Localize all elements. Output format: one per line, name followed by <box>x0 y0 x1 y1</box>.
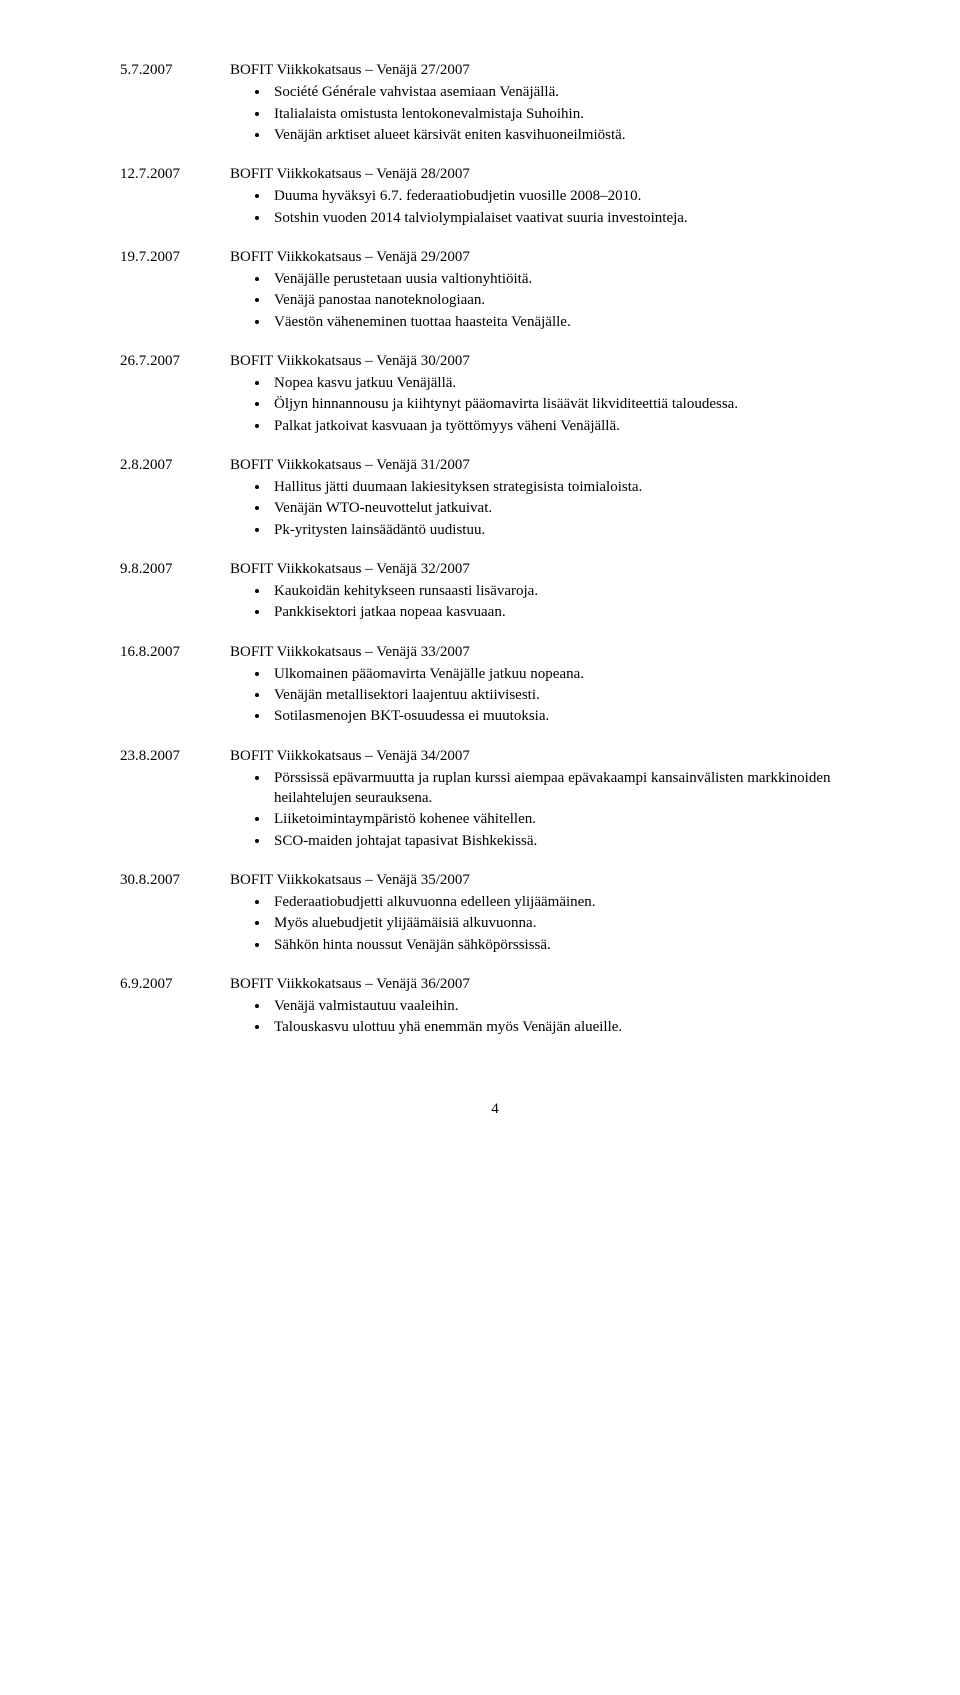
entry: 19.7.2007BOFIT Viikkokatsaus – Venäjä 29… <box>120 247 870 333</box>
entry-bullets: Pörssissä epävarmuutta ja ruplan kurssi … <box>230 768 870 851</box>
entry-title: BOFIT Viikkokatsaus – Venäjä 33/2007 <box>230 642 870 662</box>
entry: 30.8.2007BOFIT Viikkokatsaus – Venäjä 35… <box>120 870 870 956</box>
bullet-item: SCO-maiden johtajat tapasivat Bishkekiss… <box>270 831 870 851</box>
bullet-item: Société Générale vahvistaa asemiaan Venä… <box>270 82 870 102</box>
entry-content: BOFIT Viikkokatsaus – Venäjä 29/2007Venä… <box>230 247 870 333</box>
entry-title: BOFIT Viikkokatsaus – Venäjä 27/2007 <box>230 60 870 80</box>
bullet-item: Pankkisektori jatkaa nopeaa kasvuaan. <box>270 602 870 622</box>
bullet-item: Italialaista omistusta lentokonevalmista… <box>270 104 870 124</box>
entry-bullets: Nopea kasvu jatkuu Venäjällä.Öljyn hinna… <box>230 373 870 436</box>
bullet-item: Liiketoimintaympäristö kohenee vähitelle… <box>270 809 870 829</box>
entry-bullets: Hallitus jätti duumaan lakiesityksen str… <box>230 477 870 540</box>
entry: 12.7.2007BOFIT Viikkokatsaus – Venäjä 28… <box>120 164 870 229</box>
entry-title: BOFIT Viikkokatsaus – Venäjä 32/2007 <box>230 559 870 579</box>
bullet-item: Öljyn hinnannousu ja kiihtynyt pääomavir… <box>270 394 870 414</box>
entry-date: 26.7.2007 <box>120 351 230 437</box>
entries-list: 5.7.2007BOFIT Viikkokatsaus – Venäjä 27/… <box>120 60 870 1039</box>
entry-title: BOFIT Viikkokatsaus – Venäjä 29/2007 <box>230 247 870 267</box>
entry-title: BOFIT Viikkokatsaus – Venäjä 36/2007 <box>230 974 870 994</box>
entry-date: 5.7.2007 <box>120 60 230 146</box>
bullet-item: Palkat jatkoivat kasvuaan ja työttömyys … <box>270 416 870 436</box>
bullet-item: Duuma hyväksyi 6.7. federaatiobudjetin v… <box>270 186 870 206</box>
bullet-item: Venäjä panostaa nanoteknologiaan. <box>270 290 870 310</box>
entry-content: BOFIT Viikkokatsaus – Venäjä 35/2007Fede… <box>230 870 870 956</box>
bullet-item: Pörssissä epävarmuutta ja ruplan kurssi … <box>270 768 870 809</box>
entry-bullets: Duuma hyväksyi 6.7. federaatiobudjetin v… <box>230 186 870 228</box>
entry-date: 23.8.2007 <box>120 746 230 852</box>
bullet-item: Venäjä valmistautuu vaaleihin. <box>270 996 870 1016</box>
entry-bullets: Federaatiobudjetti alkuvuonna edelleen y… <box>230 892 870 955</box>
page-number: 4 <box>120 1099 870 1119</box>
bullet-item: Hallitus jätti duumaan lakiesityksen str… <box>270 477 870 497</box>
entry-date: 12.7.2007 <box>120 164 230 229</box>
entry: 9.8.2007BOFIT Viikkokatsaus – Venäjä 32/… <box>120 559 870 624</box>
entry-bullets: Société Générale vahvistaa asemiaan Venä… <box>230 82 870 145</box>
bullet-item: Venäjän WTO-neuvottelut jatkuivat. <box>270 498 870 518</box>
entry: 5.7.2007BOFIT Viikkokatsaus – Venäjä 27/… <box>120 60 870 146</box>
entry-bullets: Venäjä valmistautuu vaaleihin.Talouskasv… <box>230 996 870 1038</box>
bullet-item: Kaukoidän kehitykseen runsaasti lisävaro… <box>270 581 870 601</box>
entry-title: BOFIT Viikkokatsaus – Venäjä 31/2007 <box>230 455 870 475</box>
bullet-item: Venäjälle perustetaan uusia valtionyhtiö… <box>270 269 870 289</box>
bullet-item: Nopea kasvu jatkuu Venäjällä. <box>270 373 870 393</box>
bullet-item: Federaatiobudjetti alkuvuonna edelleen y… <box>270 892 870 912</box>
bullet-item: Talouskasvu ulottuu yhä enemmän myös Ven… <box>270 1017 870 1037</box>
entry: 16.8.2007BOFIT Viikkokatsaus – Venäjä 33… <box>120 642 870 728</box>
entry-date: 9.8.2007 <box>120 559 230 624</box>
entry-date: 6.9.2007 <box>120 974 230 1039</box>
bullet-item: Venäjän metallisektori laajentuu aktiivi… <box>270 685 870 705</box>
bullet-item: Ulkomainen pääomavirta Venäjälle jatkuu … <box>270 664 870 684</box>
entry-content: BOFIT Viikkokatsaus – Venäjä 32/2007Kauk… <box>230 559 870 624</box>
entry-title: BOFIT Viikkokatsaus – Venäjä 28/2007 <box>230 164 870 184</box>
entry-content: BOFIT Viikkokatsaus – Venäjä 36/2007Venä… <box>230 974 870 1039</box>
bullet-item: Pk-yritysten lainsäädäntö uudistuu. <box>270 520 870 540</box>
bullet-item: Sotshin vuoden 2014 talviolympialaiset v… <box>270 208 870 228</box>
entry-content: BOFIT Viikkokatsaus – Venäjä 28/2007Duum… <box>230 164 870 229</box>
entry-content: BOFIT Viikkokatsaus – Venäjä 27/2007Soci… <box>230 60 870 146</box>
entry-date: 2.8.2007 <box>120 455 230 541</box>
entry-content: BOFIT Viikkokatsaus – Venäjä 30/2007Nope… <box>230 351 870 437</box>
entry-bullets: Ulkomainen pääomavirta Venäjälle jatkuu … <box>230 664 870 727</box>
entry: 26.7.2007BOFIT Viikkokatsaus – Venäjä 30… <box>120 351 870 437</box>
bullet-item: Venäjän arktiset alueet kärsivät eniten … <box>270 125 870 145</box>
entry-title: BOFIT Viikkokatsaus – Venäjä 35/2007 <box>230 870 870 890</box>
bullet-item: Sähkön hinta noussut Venäjän sähköpörssi… <box>270 935 870 955</box>
entry-content: BOFIT Viikkokatsaus – Venäjä 31/2007Hall… <box>230 455 870 541</box>
entry-bullets: Kaukoidän kehitykseen runsaasti lisävaro… <box>230 581 870 623</box>
entry: 23.8.2007BOFIT Viikkokatsaus – Venäjä 34… <box>120 746 870 852</box>
bullet-item: Myös aluebudjetit ylijäämäisiä alkuvuonn… <box>270 913 870 933</box>
entry-content: BOFIT Viikkokatsaus – Venäjä 34/2007Pörs… <box>230 746 870 852</box>
entry-date: 19.7.2007 <box>120 247 230 333</box>
entry-title: BOFIT Viikkokatsaus – Venäjä 34/2007 <box>230 746 870 766</box>
entry-bullets: Venäjälle perustetaan uusia valtionyhtiö… <box>230 269 870 332</box>
entry-content: BOFIT Viikkokatsaus – Venäjä 33/2007Ulko… <box>230 642 870 728</box>
entry-date: 30.8.2007 <box>120 870 230 956</box>
entry-title: BOFIT Viikkokatsaus – Venäjä 30/2007 <box>230 351 870 371</box>
entry: 2.8.2007BOFIT Viikkokatsaus – Venäjä 31/… <box>120 455 870 541</box>
entry-date: 16.8.2007 <box>120 642 230 728</box>
entry: 6.9.2007BOFIT Viikkokatsaus – Venäjä 36/… <box>120 974 870 1039</box>
bullet-item: Sotilasmenojen BKT-osuudessa ei muutoksi… <box>270 706 870 726</box>
bullet-item: Väestön väheneminen tuottaa haasteita Ve… <box>270 312 870 332</box>
